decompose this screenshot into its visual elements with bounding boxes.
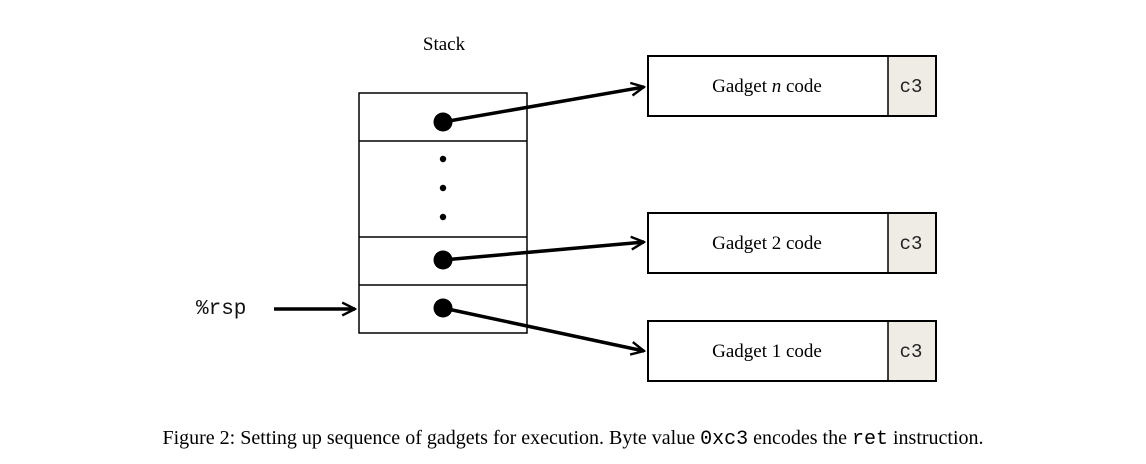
stack-title: Stack bbox=[422, 34, 466, 55]
rsp-label: %rsp bbox=[196, 298, 247, 321]
gadget-label-name: 1 bbox=[771, 341, 782, 362]
pointer-dot bbox=[433, 112, 453, 132]
figure-caption: Figure 2: Setting up sequence of gadgets… bbox=[0, 427, 1146, 451]
gadget-label-prefix: Gadget bbox=[712, 76, 772, 97]
ellipsis-dot bbox=[439, 213, 447, 221]
gadget-label-name: 2 bbox=[771, 233, 782, 254]
gadget-label-suffix: code bbox=[781, 233, 822, 254]
gadget-label-prefix: Gadget bbox=[712, 233, 772, 254]
ellipsis-dot bbox=[439, 155, 447, 163]
pointer-arrow-gadget-2 bbox=[442, 242, 644, 262]
stack-box bbox=[358, 92, 528, 334]
gadget-1-byte: c3 bbox=[899, 341, 923, 363]
ellipsis-dot bbox=[439, 184, 447, 192]
gadget-label-suffix: code bbox=[781, 341, 822, 362]
gadget-1-byte-cell bbox=[888, 322, 935, 380]
gadget-2-byte-cell bbox=[888, 214, 935, 272]
gadget-n-label: Gadget n code bbox=[648, 76, 886, 98]
gadget-label-prefix: Gadget bbox=[712, 341, 772, 362]
pointer-arrow-gadget-n bbox=[442, 87, 644, 124]
gadget-label-suffix: code bbox=[781, 76, 822, 97]
gadget-n-byte-cell bbox=[888, 57, 935, 115]
caption-text: instruction. bbox=[887, 427, 984, 449]
pointer-dot bbox=[433, 298, 453, 318]
gadget-2-label: Gadget 2 code bbox=[648, 233, 886, 255]
pointer-dot bbox=[433, 250, 453, 270]
gadget-1-label: Gadget 1 code bbox=[648, 341, 886, 363]
gadget-n-byte: c3 bbox=[899, 76, 923, 98]
caption-text: encodes the bbox=[748, 427, 852, 449]
caption-code-byte: 0xc3 bbox=[700, 428, 749, 451]
caption-text: Figure 2: Setting up sequence of gadgets… bbox=[162, 427, 701, 449]
gadget-label-name: n bbox=[771, 76, 782, 97]
gadget-2-byte: c3 bbox=[899, 233, 923, 255]
caption-code-ret: ret bbox=[851, 428, 888, 451]
pointer-arrow-gadget-1 bbox=[442, 306, 644, 351]
